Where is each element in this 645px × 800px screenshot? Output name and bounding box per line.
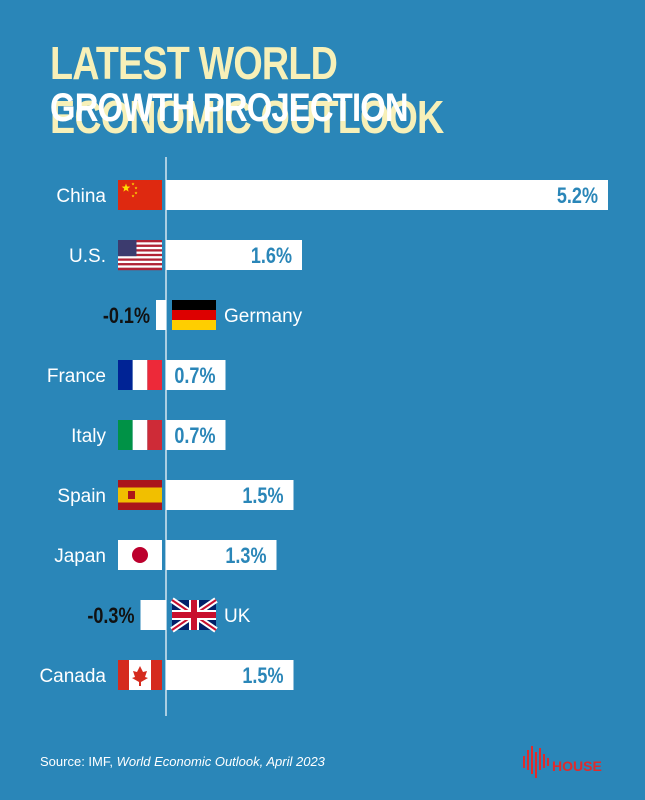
value-label-china: 5.2% — [557, 184, 598, 208]
bar-row-france: 0.7% France — [47, 360, 226, 390]
bar-canada — [166, 660, 294, 690]
canada-flag-icon — [118, 660, 162, 690]
bar-row-canada: 1.5% Canada — [39, 660, 294, 690]
china-flag-icon — [118, 180, 162, 210]
value-label-canada: 1.5% — [242, 664, 283, 688]
category-label-japan: Japan — [54, 546, 106, 567]
category-label-spain: Spain — [57, 486, 106, 507]
brand-name: HOUSE — [552, 758, 602, 774]
uk-flag-icon — [170, 597, 218, 633]
category-label-uk: UK — [224, 606, 251, 627]
germany-flag-icon — [172, 300, 216, 330]
value-label-us: 1.6% — [251, 244, 292, 268]
category-label-canada: Canada — [39, 666, 106, 687]
source-prefix: Source: IMF, — [40, 754, 117, 769]
italy-flag-icon — [118, 420, 162, 450]
value-label-italy: 0.7% — [174, 424, 215, 448]
bar-row-japan: 1.3% Japan — [54, 540, 277, 570]
source-title: World Economic Outlook, April 2023 — [116, 754, 325, 769]
bar-row-spain: 1.5% Spain — [57, 480, 294, 510]
page-subtitle: GROWTH PROJECTION — [50, 86, 409, 130]
bar-france — [166, 360, 226, 390]
value-label-france: 0.7% — [174, 364, 215, 388]
category-label-china: China — [56, 186, 106, 207]
bar-china — [166, 180, 608, 210]
value-label-germany: -0.1% — [103, 304, 150, 328]
bar-row-italy: 0.7% Italy — [71, 420, 226, 450]
value-label-spain: 1.5% — [242, 484, 283, 508]
bar-germany — [156, 300, 166, 330]
bar-row-uk: -0.3% UK — [87, 597, 251, 633]
page-title: LATEST WORLD ECONOMIC OUTLOOK — [50, 37, 444, 143]
bar-row-china: 5.2% China — [56, 180, 608, 210]
bar-italy — [166, 420, 226, 450]
bar-uk — [140, 600, 166, 630]
japan-flag-icon — [118, 540, 162, 570]
bar-japan — [166, 540, 277, 570]
source-note: Source: IMF, World Economic Outlook, Apr… — [40, 754, 325, 769]
house-logo-icon — [523, 746, 549, 778]
bar-spain — [166, 480, 294, 510]
category-label-italy: Italy — [71, 426, 106, 447]
us-flag-icon — [118, 240, 162, 271]
category-label-us: U.S. — [69, 246, 106, 267]
category-label-france: France — [47, 366, 106, 387]
spain-flag-icon — [118, 480, 162, 510]
france-flag-icon — [118, 360, 162, 390]
value-label-uk: -0.3% — [87, 604, 134, 628]
bar-row-us: 1.6% U.S. — [69, 240, 302, 271]
bar-us — [166, 240, 302, 270]
category-label-germany: Germany — [224, 306, 303, 327]
bar-row-germany: -0.1% Germany — [103, 300, 303, 330]
value-label-japan: 1.3% — [225, 544, 266, 568]
